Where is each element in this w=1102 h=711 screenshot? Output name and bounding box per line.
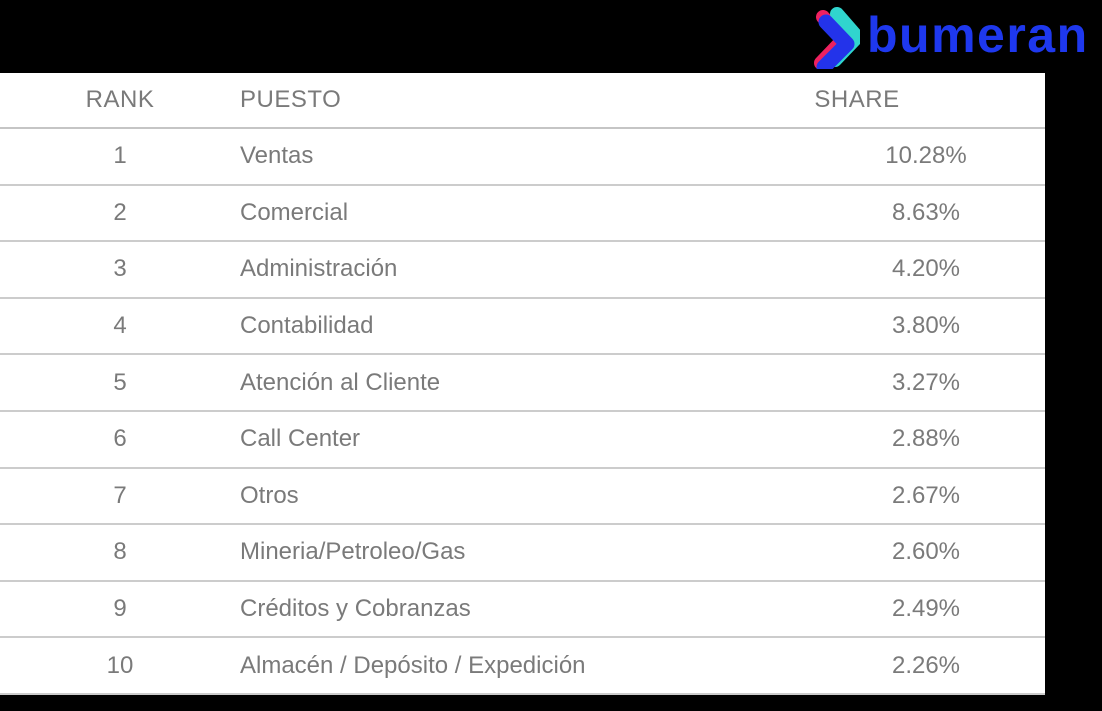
puesto-cell: Almacén / Depósito / Expedición — [240, 651, 586, 679]
table-header-row: RANK PUESTO SHARE — [0, 73, 1045, 129]
puesto-cell: Otros — [240, 481, 299, 509]
rank-cell: 7 — [113, 481, 127, 509]
table-row: 3 Administración 4.20% — [0, 242, 1045, 299]
table-row: 9 Créditos y Cobranzas 2.49% — [0, 582, 1045, 639]
rank-cell: 1 — [113, 142, 127, 170]
puesto-cell: Ventas — [240, 142, 314, 170]
share-cell: 8.63% — [891, 198, 961, 226]
brand-wordmark: bumeran — [867, 7, 1089, 63]
puesto-cell: Call Center — [240, 425, 361, 453]
puesto-cell: Comercial — [240, 198, 349, 226]
puesto-cell: Atención al Cliente — [240, 368, 441, 396]
share-cell: 10.28% — [885, 142, 967, 170]
share-cell: 2.49% — [891, 595, 961, 623]
header-share: SHARE — [814, 86, 900, 113]
header-puesto: PUESTO — [240, 86, 342, 113]
bumeran-logo: bumeran — [812, 4, 1089, 70]
table-row: 5 Atención al Cliente 3.27% — [0, 355, 1045, 412]
rank-cell: 5 — [113, 368, 127, 396]
table-row: 8 Mineria/Petroleo/Gas 2.60% — [0, 525, 1045, 582]
table-row: 7 Otros 2.67% — [0, 469, 1045, 526]
share-cell: 3.80% — [891, 312, 961, 340]
rank-cell: 4 — [113, 312, 127, 340]
rank-cell: 3 — [113, 255, 127, 283]
boomerang-chevron-icon — [814, 7, 860, 69]
puesto-cell: Créditos y Cobranzas — [240, 595, 471, 623]
share-cell: 2.60% — [891, 538, 961, 566]
table-row: 4 Contabilidad 3.80% — [0, 299, 1045, 356]
rank-cell: 8 — [113, 538, 127, 566]
rank-cell: 9 — [113, 595, 127, 623]
share-cell: 4.20% — [891, 255, 961, 283]
puesto-cell: Mineria/Petroleo/Gas — [240, 538, 466, 566]
rank-cell: 2 — [113, 198, 127, 226]
ranking-table: RANK PUESTO SHARE 1 Ventas 10.28% 2 Come… — [0, 73, 1045, 695]
share-cell: 3.27% — [891, 368, 961, 396]
table-row: 1 Ventas 10.28% — [0, 129, 1045, 186]
share-cell: 2.88% — [891, 425, 961, 453]
share-cell: 2.67% — [891, 481, 961, 509]
rank-cell: 6 — [113, 425, 127, 453]
puesto-cell: Administración — [240, 255, 398, 283]
table-row: 10 Almacén / Depósito / Expedición 2.26% — [0, 638, 1045, 695]
puesto-cell: Contabilidad — [240, 312, 374, 340]
header-rank: RANK — [85, 86, 155, 113]
share-cell: 2.26% — [891, 651, 961, 679]
table-row: 6 Call Center 2.88% — [0, 412, 1045, 469]
rank-cell: 10 — [106, 651, 134, 679]
table-row: 2 Comercial 8.63% — [0, 186, 1045, 243]
table-body: 1 Ventas 10.28% 2 Comercial 8.63% 3 Admi… — [0, 129, 1045, 695]
